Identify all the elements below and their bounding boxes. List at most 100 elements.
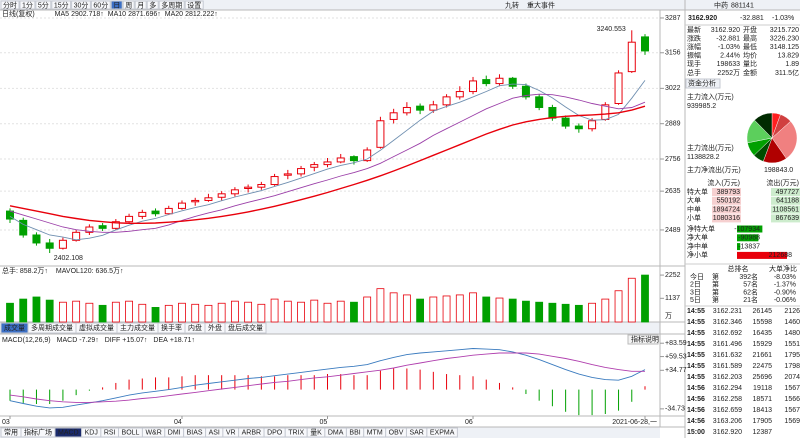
trade-extra: 1551 — [784, 341, 800, 348]
indicator-tab-label[interactable]: 外盘 — [208, 323, 222, 332]
bottom-tab-label[interactable]: SAR — [409, 429, 423, 436]
toolbar-tab[interactable] — [146, 0, 159, 10]
rank-value: 62名 — [743, 287, 758, 296]
net-value: -107934 — [734, 226, 760, 233]
volume-bar — [178, 302, 186, 323]
bottom-tab-label[interactable]: DMA — [328, 429, 344, 436]
bottom-tab-label[interactable]: MTM — [367, 429, 383, 436]
toolbar-tab-label[interactable]: 60分 — [93, 0, 108, 9]
toolbar-tab[interactable] — [35, 0, 52, 10]
toolbar-tab-label[interactable]: 设置 — [187, 0, 201, 9]
toolbar-tab-label[interactable]: 多 — [149, 0, 156, 9]
indicator-tab-label[interactable]: 多周期成交量 — [31, 323, 73, 332]
net-bar — [737, 234, 759, 242]
candle-body — [323, 161, 332, 166]
bottom-tab-label[interactable]: EXPMA — [430, 429, 455, 436]
bottom-tab[interactable] — [426, 427, 458, 438]
toolbar-tab-label[interactable]: 分时 — [3, 0, 17, 9]
funds-tab[interactable]: 资金分析 — [688, 78, 716, 87]
indicator-tab-label[interactable]: 主力成交量 — [120, 323, 155, 332]
toolbar-tab-label[interactable]: 月 — [137, 1, 144, 9]
rank-value: 57名 — [743, 280, 758, 289]
bottom-tab-label[interactable]: 指标广场 — [24, 427, 52, 436]
bottom-tab-label[interactable]: BOLL — [122, 429, 140, 436]
bottom-tab-label[interactable]: DPO — [267, 429, 283, 436]
funds-value: 939985.2 — [687, 103, 716, 110]
toolbar-tab[interactable] — [71, 0, 91, 10]
bottom-tab-label[interactable]: W&R — [145, 429, 161, 436]
toolbar-tab-label[interactable]: 多周期 — [161, 0, 182, 9]
candle-body — [111, 221, 120, 229]
candle-body — [125, 215, 134, 223]
candle-body — [535, 96, 544, 108]
bottom-tab-label[interactable]: BIAS — [187, 429, 203, 436]
tab[interactable] — [685, 78, 721, 89]
cell-bg — [771, 205, 800, 214]
button-label[interactable]: 指标说明 — [631, 334, 659, 343]
trade-price: 3161.496 — [713, 341, 742, 348]
indicator-tab-label[interactable]: 虚拟成交量 — [79, 323, 114, 332]
toolbar-tab[interactable] — [110, 0, 123, 10]
toolbar-tab[interactable] — [19, 0, 36, 10]
bottom-tab-label[interactable]: TRIX — [288, 429, 304, 436]
candle-body — [138, 211, 147, 217]
quote-label: 均价 — [743, 51, 757, 60]
toolbar-tab[interactable] — [134, 0, 147, 10]
toolbar-tab[interactable] — [184, 0, 204, 10]
toolbar-tab-label[interactable]: 5分 — [38, 0, 49, 9]
toolbar-tab[interactable] — [90, 0, 111, 10]
bottom-tab-label[interactable]: DMI — [168, 429, 181, 436]
toolbar-tab[interactable] — [51, 0, 72, 10]
bottom-tab-label[interactable]: MACD — [58, 429, 79, 436]
bottom-tab-label[interactable]: VR — [226, 429, 236, 436]
volume-bar — [614, 290, 623, 323]
bottom-tab-label[interactable]: 常用 — [4, 427, 18, 436]
bottom-tab-label[interactable]: ASI — [209, 429, 220, 436]
candle-body — [32, 234, 41, 244]
toolbar-tab-label[interactable]: 30分 — [74, 0, 89, 9]
rank-text: 第 — [712, 287, 719, 296]
toolbar-button[interactable]: 重大事件 — [527, 0, 555, 9]
quote-value: 13.829 — [778, 53, 800, 60]
quote-label: 最低 — [743, 42, 757, 51]
indicator-tab[interactable] — [224, 322, 267, 334]
indicator-tab-label[interactable]: 盘后成交量 — [228, 323, 263, 332]
bottom-tab-label[interactable]: RSI — [104, 429, 116, 436]
volume-bar — [363, 296, 372, 323]
bottom-tab-label[interactable]: BBI — [349, 429, 360, 436]
volume-bar — [376, 288, 385, 323]
toolbar-tab[interactable] — [158, 0, 185, 10]
indicator-tab-label[interactable]: 换手率 — [161, 323, 182, 332]
indicator-tab-label[interactable]: 内盘 — [188, 323, 202, 332]
candle-body — [204, 197, 213, 201]
indicator-tab-label[interactable]: 成交量 — [4, 323, 25, 332]
toolbar-button[interactable]: 九转 — [505, 0, 519, 9]
button[interactable] — [627, 334, 659, 345]
bottom-tab-label[interactable]: KDJ — [85, 429, 98, 436]
trade-volume: 18571 — [753, 396, 773, 403]
table-header: 流入(万元) — [707, 178, 740, 187]
trade-price: 3162.203 — [713, 374, 742, 381]
volume-bar — [469, 292, 477, 323]
trade-price: 3162.659 — [713, 407, 742, 414]
ma-line — [9, 80, 646, 241]
candle-body — [376, 120, 385, 148]
candle-body — [588, 120, 597, 130]
toolbar-tab-label[interactable]: 1分 — [22, 0, 33, 9]
toolbar-tab-label[interactable]: 15分 — [54, 0, 69, 9]
funds-label: 主力流出(万元) — [687, 143, 734, 152]
toolbar-tab-label[interactable]: 日 — [113, 1, 120, 9]
candle-body — [98, 225, 107, 229]
toolbar-tab[interactable] — [0, 0, 20, 10]
toolbar-tab-label[interactable]: 周 — [125, 1, 132, 9]
trade-volume: 25696 — [753, 374, 773, 381]
bottom-tab-label[interactable]: ARBR — [242, 429, 261, 436]
y-tick-label: -34.73 — [665, 406, 685, 413]
toolbar-tab[interactable] — [122, 0, 135, 10]
rank-text: 第 — [712, 295, 719, 304]
bottom-tab-label[interactable]: 量K — [310, 428, 322, 436]
bottom-tab-label[interactable]: OBV — [389, 429, 404, 436]
quote-label: 开盘 — [743, 25, 757, 34]
cell-bg — [771, 214, 800, 223]
trade-time: 14:56 — [687, 418, 705, 425]
